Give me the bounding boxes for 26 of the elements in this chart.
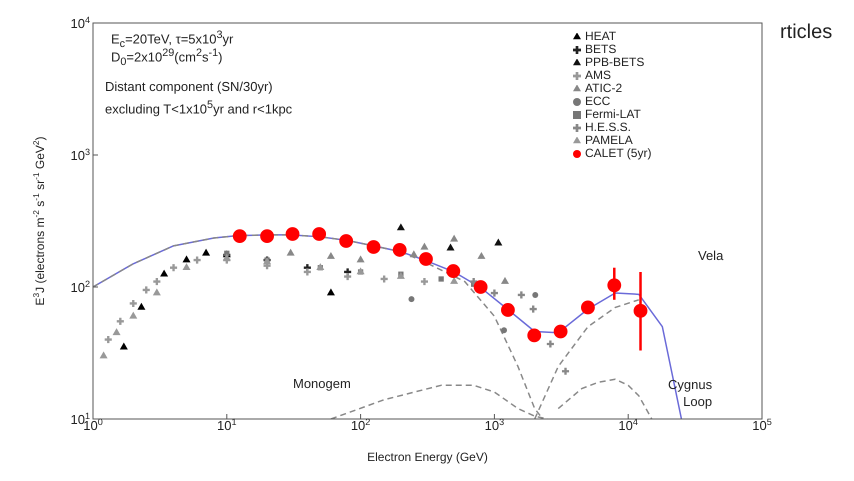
x-tick-label: 10$^{5}$: [752, 417, 772, 433]
y-tick-label: 10$^{4}$: [70, 15, 90, 31]
legend-label: PPB-BETS: [585, 55, 644, 69]
annotation: Vela: [698, 248, 724, 263]
x-axis-title: Electron Energy (GeV): [367, 450, 488, 464]
annotation: Distant component (SN/30yr): [105, 79, 273, 94]
x-tick-label: 10$^{2}$: [350, 417, 370, 433]
legend-label: PAMELA: [585, 133, 633, 147]
x-tick-label: 10$^{4}$: [618, 417, 638, 433]
legend-label: CALET (5yr): [585, 146, 652, 160]
x-tick-label: 10$^{3}$: [484, 417, 504, 433]
text: D$_{0}$=2x10$^{29}$(cm$^{2}$s$^{-1}$): [111, 47, 222, 68]
legend-label: HEAT: [585, 29, 616, 43]
annotation: excluding T<1x10$^{5}$yr and r<1kpc: [105, 99, 292, 116]
text: rticles: [780, 21, 832, 44]
y-tick-label: 10$^{3}$: [70, 147, 90, 163]
legend-label: ECC: [585, 94, 610, 108]
legend-label: Fermi-LAT: [585, 107, 641, 121]
x-tick-label: 10$^{1}$: [217, 417, 237, 433]
legend-label: H.E.S.S.: [585, 120, 632, 134]
legend-label: ATIC-2: [585, 81, 622, 95]
y-tick-label: 10$^{2}$: [70, 279, 90, 295]
legend-label: BETS: [585, 42, 616, 56]
annotation: E$_{c}$=20TeV, τ=5x10$^{3}$yr: [111, 29, 234, 50]
legend-label: AMS: [585, 68, 612, 82]
annotation: Monogem: [293, 376, 351, 391]
